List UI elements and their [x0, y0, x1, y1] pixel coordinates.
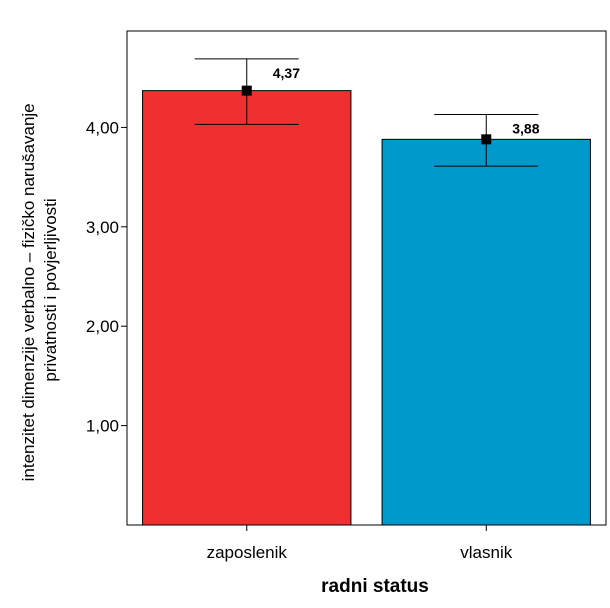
y-axis-title-line-2: privatnosti i povjerljivosti: [41, 198, 60, 381]
x-tick-label-vlasnik: vlasnik: [460, 543, 512, 562]
y-tick-label: 4,00: [86, 118, 119, 137]
y-tick-label: 2,00: [86, 317, 119, 336]
x-axis-title: radni status: [321, 576, 429, 597]
data-label-vlasnik: 3,88: [512, 120, 539, 136]
y-axis-title: intenzitet dimenzije verbalno – fizičko …: [19, 99, 60, 482]
data-label-zaposlenik: 4,37: [273, 65, 300, 81]
mean-marker-vlasnik: [481, 134, 492, 145]
y-tick-label: 3,00: [86, 218, 119, 237]
y-axis-title-line-1: intenzitet dimenzije verbalno – fizičko …: [19, 103, 38, 481]
y-tick-label: 1,00: [86, 417, 119, 436]
bar-zaposlenik: [142, 90, 352, 526]
bar-vlasnik: [381, 138, 591, 526]
mean-marker-zaposlenik: [241, 85, 252, 96]
x-tick-label-zaposlenik: zaposlenik: [207, 543, 288, 562]
